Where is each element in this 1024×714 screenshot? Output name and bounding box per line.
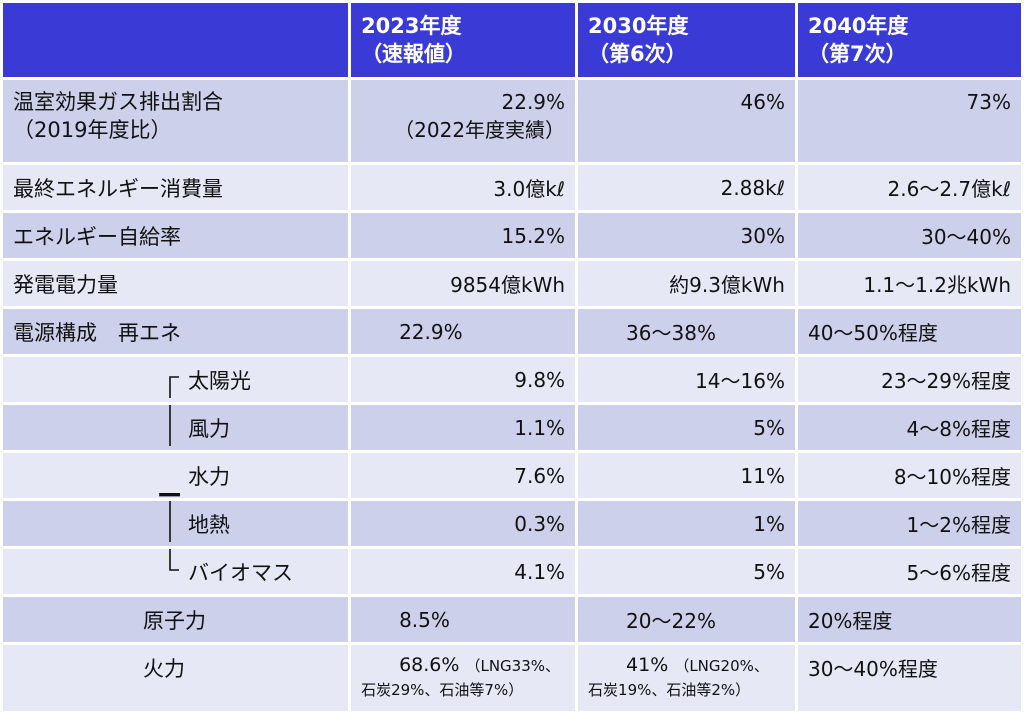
header-2023-year: 2023年度 — [361, 14, 462, 38]
cell-geothermal-2030: 1% — [578, 501, 795, 546]
cell-self-sufficiency-2030: 30% — [578, 213, 795, 258]
header-2023: 2023年度 （速報値） — [351, 3, 576, 77]
row-label-self-sufficiency: エネルギー自給率 — [3, 213, 349, 258]
row-label-biomass: バイオマス — [3, 549, 349, 594]
cell-solar-2040: 23～29%程度 — [797, 357, 1021, 402]
table-row-wind: 風力 1.1% 5% 4～8%程度 — [3, 405, 1021, 450]
table-row-biomass: バイオマス 4.1% 5% 5～6%程度 — [3, 549, 1021, 594]
cell-generation-2040: 1.1～1.2兆kWh — [797, 261, 1021, 306]
brace-top-icon — [169, 376, 179, 398]
brace-line-icon — [169, 405, 171, 446]
brace-line-icon — [169, 501, 171, 542]
row-label-geothermal-text: 地熱 — [188, 512, 230, 537]
cell-solar-2030: 14～16% — [578, 357, 795, 402]
row-label-hydro-text: 水力 — [188, 464, 230, 489]
cell-thermal-2030-note1: （LNG20%、 — [674, 657, 769, 675]
brace-bottom-icon — [169, 549, 179, 571]
row-label-ghg: 温室効果ガス排出割合 （2019年度比） — [3, 80, 349, 162]
cell-thermal-2030-value: 41% — [626, 654, 669, 676]
table-row-ghg: 温室効果ガス排出割合 （2019年度比） 22.9% （2022年度実績） 46… — [3, 80, 1021, 162]
cell-ghg-2040: 73% — [797, 80, 1021, 162]
cell-thermal-2030: 41% （LNG20%、 石炭19%、石油等2%） — [578, 645, 795, 711]
header-2023-note: （速報値） — [361, 42, 467, 66]
header-2030-year: 2030年度 — [588, 14, 689, 38]
table-row-renewables: 電源構成 再エネ 22.9% 36～38% 40～50%程度 — [3, 309, 1021, 354]
header-2030-note: （第6次） — [588, 42, 687, 66]
row-label-wind: 風力 — [3, 405, 349, 450]
cell-ghg-2030: 46% — [578, 80, 795, 162]
cell-final-energy-2023: 3.0億kℓ — [351, 165, 576, 210]
row-label-ghg-line2: （2019年度比） — [13, 118, 172, 142]
cell-nuclear-2040: 20%程度 — [797, 597, 1021, 642]
cell-thermal-2030-line1: 41% （LNG20%、 — [588, 653, 785, 678]
cell-renewables-2040: 40～50%程度 — [797, 309, 1021, 354]
cell-hydro-2040: 8～10%程度 — [797, 453, 1021, 498]
row-label-nuclear: 原子力 — [3, 597, 349, 642]
row-label-solar: 太陽光 — [3, 357, 349, 402]
cell-final-energy-2040: 2.6～2.7億kℓ — [797, 165, 1021, 210]
cell-hydro-2023: 7.6% — [351, 453, 576, 498]
header-2040-note: （第7次） — [807, 42, 907, 66]
cell-final-energy-2030: 2.88kℓ — [578, 165, 795, 210]
table-row-generation: 発電電力量 9854億kWh 約9.3億kWh 1.1～1.2兆kWh — [3, 261, 1021, 306]
row-label-renewables: 電源構成 再エネ — [3, 309, 349, 354]
row-label-ghg-line1: 温室効果ガス排出割合 — [13, 90, 223, 114]
row-label-hydro: 水力 — [3, 453, 349, 498]
row-label-generation: 発電電力量 — [3, 261, 349, 306]
cell-thermal-2023-note1: （LNG33%、 — [465, 657, 561, 675]
cell-geothermal-2040: 1～2%程度 — [797, 501, 1021, 546]
cell-biomass-2023: 4.1% — [351, 549, 576, 594]
cell-ghg-2023-value: 22.9% — [501, 90, 566, 114]
cell-geothermal-2023: 0.3% — [351, 501, 576, 546]
row-label-final-energy: 最終エネルギー消費量 — [3, 165, 349, 210]
cell-thermal-2040: 30～40%程度 — [797, 645, 1021, 711]
header-2030: 2030年度 （第6次） — [578, 3, 795, 77]
row-label-thermal: 火力 — [3, 645, 349, 711]
table-row-thermal: 火力 68.6% （LNG33%、 石炭29%、石油等7%） 41% （LNG2… — [3, 645, 1021, 711]
header-row: 2023年度 （速報値） 2030年度 （第6次） 2040年度 （第7次） — [3, 3, 1021, 77]
row-label-wind-text: 風力 — [188, 416, 230, 441]
cell-thermal-2023-note2: 石炭29%、石油等7%） — [361, 681, 524, 699]
brace-middle-icon — [159, 492, 180, 497]
cell-ghg-2023-note: （2022年度実績） — [394, 118, 566, 142]
table-row-nuclear: 原子力 8.5% 20～22% 20%程度 — [3, 597, 1021, 642]
cell-self-sufficiency-2023: 15.2% — [351, 213, 576, 258]
header-2040-year: 2040年度 — [807, 14, 909, 38]
cell-biomass-2040: 5～6%程度 — [797, 549, 1021, 594]
cell-wind-2030: 5% — [578, 405, 795, 450]
cell-biomass-2030: 5% — [578, 549, 795, 594]
cell-generation-2023: 9854億kWh — [351, 261, 576, 306]
cell-wind-2023: 1.1% — [351, 405, 576, 450]
table-row-geothermal: 地熱 0.3% 1% 1～2%程度 — [3, 501, 1021, 546]
header-2040: 2040年度 （第7次） — [797, 3, 1021, 77]
row-label-solar-text: 太陽光 — [188, 368, 251, 393]
cell-nuclear-2023: 8.5% — [351, 597, 576, 642]
table-row-hydro: 水力 7.6% 11% 8～10%程度 — [3, 453, 1021, 498]
header-empty-cell — [3, 3, 349, 77]
cell-hydro-2030: 11% — [578, 453, 795, 498]
cell-nuclear-2030: 20～22% — [578, 597, 795, 642]
cell-thermal-2023: 68.6% （LNG33%、 石炭29%、石油等7%） — [351, 645, 576, 711]
cell-renewables-2030: 36～38% — [578, 309, 795, 354]
cell-thermal-2023-line1: 68.6% （LNG33%、 — [361, 653, 565, 678]
cell-renewables-2023: 22.9% — [351, 309, 576, 354]
cell-thermal-2030-note2: 石炭19%、石油等2%） — [588, 681, 751, 699]
row-label-biomass-text: バイオマス — [188, 560, 293, 585]
table-row-self-sufficiency: エネルギー自給率 15.2% 30% 30～40% — [3, 213, 1021, 258]
cell-wind-2040: 4～8%程度 — [797, 405, 1021, 450]
cell-generation-2030: 約9.3億kWh — [578, 261, 795, 306]
cell-thermal-2023-value: 68.6% — [399, 654, 460, 676]
table-row-solar: 太陽光 9.8% 14～16% 23～29%程度 — [3, 357, 1021, 402]
table-row-final-energy: 最終エネルギー消費量 3.0億kℓ 2.88kℓ 2.6～2.7億kℓ — [3, 165, 1021, 210]
cell-ghg-2023: 22.9% （2022年度実績） — [351, 80, 576, 162]
cell-self-sufficiency-2040: 30～40% — [797, 213, 1021, 258]
row-label-geothermal: 地熱 — [3, 501, 349, 546]
cell-solar-2023: 9.8% — [351, 357, 576, 402]
